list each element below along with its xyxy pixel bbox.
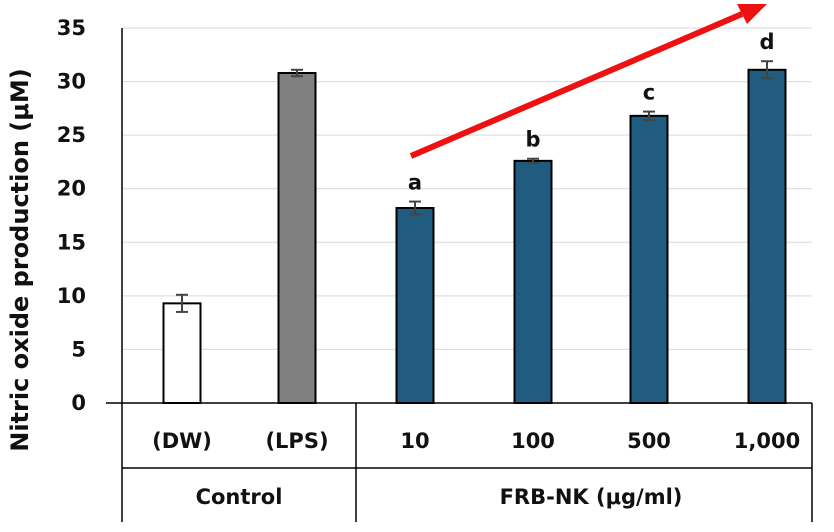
- category-labels: (DW) (LPS) 10 100 500 1,000: [152, 429, 800, 453]
- bar: [513, 159, 553, 404]
- significance-label: c: [643, 81, 655, 105]
- trend-arrow-head: [737, 4, 767, 24]
- group-labels: Control FRB-NK (μg/ml): [196, 485, 683, 509]
- category-label: 500: [627, 429, 671, 453]
- trend-arrow-shaft: [409, 11, 744, 159]
- gridlines: [122, 27, 812, 350]
- group-label: Control: [196, 485, 283, 509]
- axis-lines: [106, 28, 813, 522]
- bar: [162, 302, 202, 405]
- bar: [629, 114, 669, 404]
- y-tick-label: 5: [71, 337, 86, 361]
- y-tick-label: 20: [57, 177, 86, 201]
- y-tick-label: 15: [57, 230, 86, 254]
- bar: [277, 72, 317, 404]
- y-tick-label: 10: [57, 284, 86, 308]
- significance-label: a: [408, 171, 422, 195]
- bar: [395, 207, 435, 404]
- y-tick-label: 0: [71, 391, 86, 415]
- trend-arrow: [409, 4, 767, 159]
- y-tick-label: 30: [57, 70, 86, 94]
- y-axis-label: Nitric oxide production (μM): [6, 68, 34, 452]
- y-tick-label: 25: [57, 123, 86, 147]
- bars: [162, 68, 787, 405]
- significance-label: b: [525, 128, 540, 152]
- significance-labels: a b c d: [408, 30, 775, 194]
- category-label: (DW): [152, 429, 212, 453]
- significance-label: d: [759, 30, 774, 54]
- category-label: 1,000: [734, 429, 800, 453]
- bar: [747, 68, 787, 405]
- category-label: 100: [511, 429, 555, 453]
- group-label: FRB-NK (μg/ml): [500, 485, 683, 509]
- category-label: 10: [400, 429, 429, 453]
- y-tick-label: 35: [57, 16, 86, 40]
- y-tick-labels: 0 5 10 15 20 25 30 35: [57, 16, 86, 415]
- category-label: (LPS): [265, 429, 328, 453]
- error-bars: [176, 60, 773, 313]
